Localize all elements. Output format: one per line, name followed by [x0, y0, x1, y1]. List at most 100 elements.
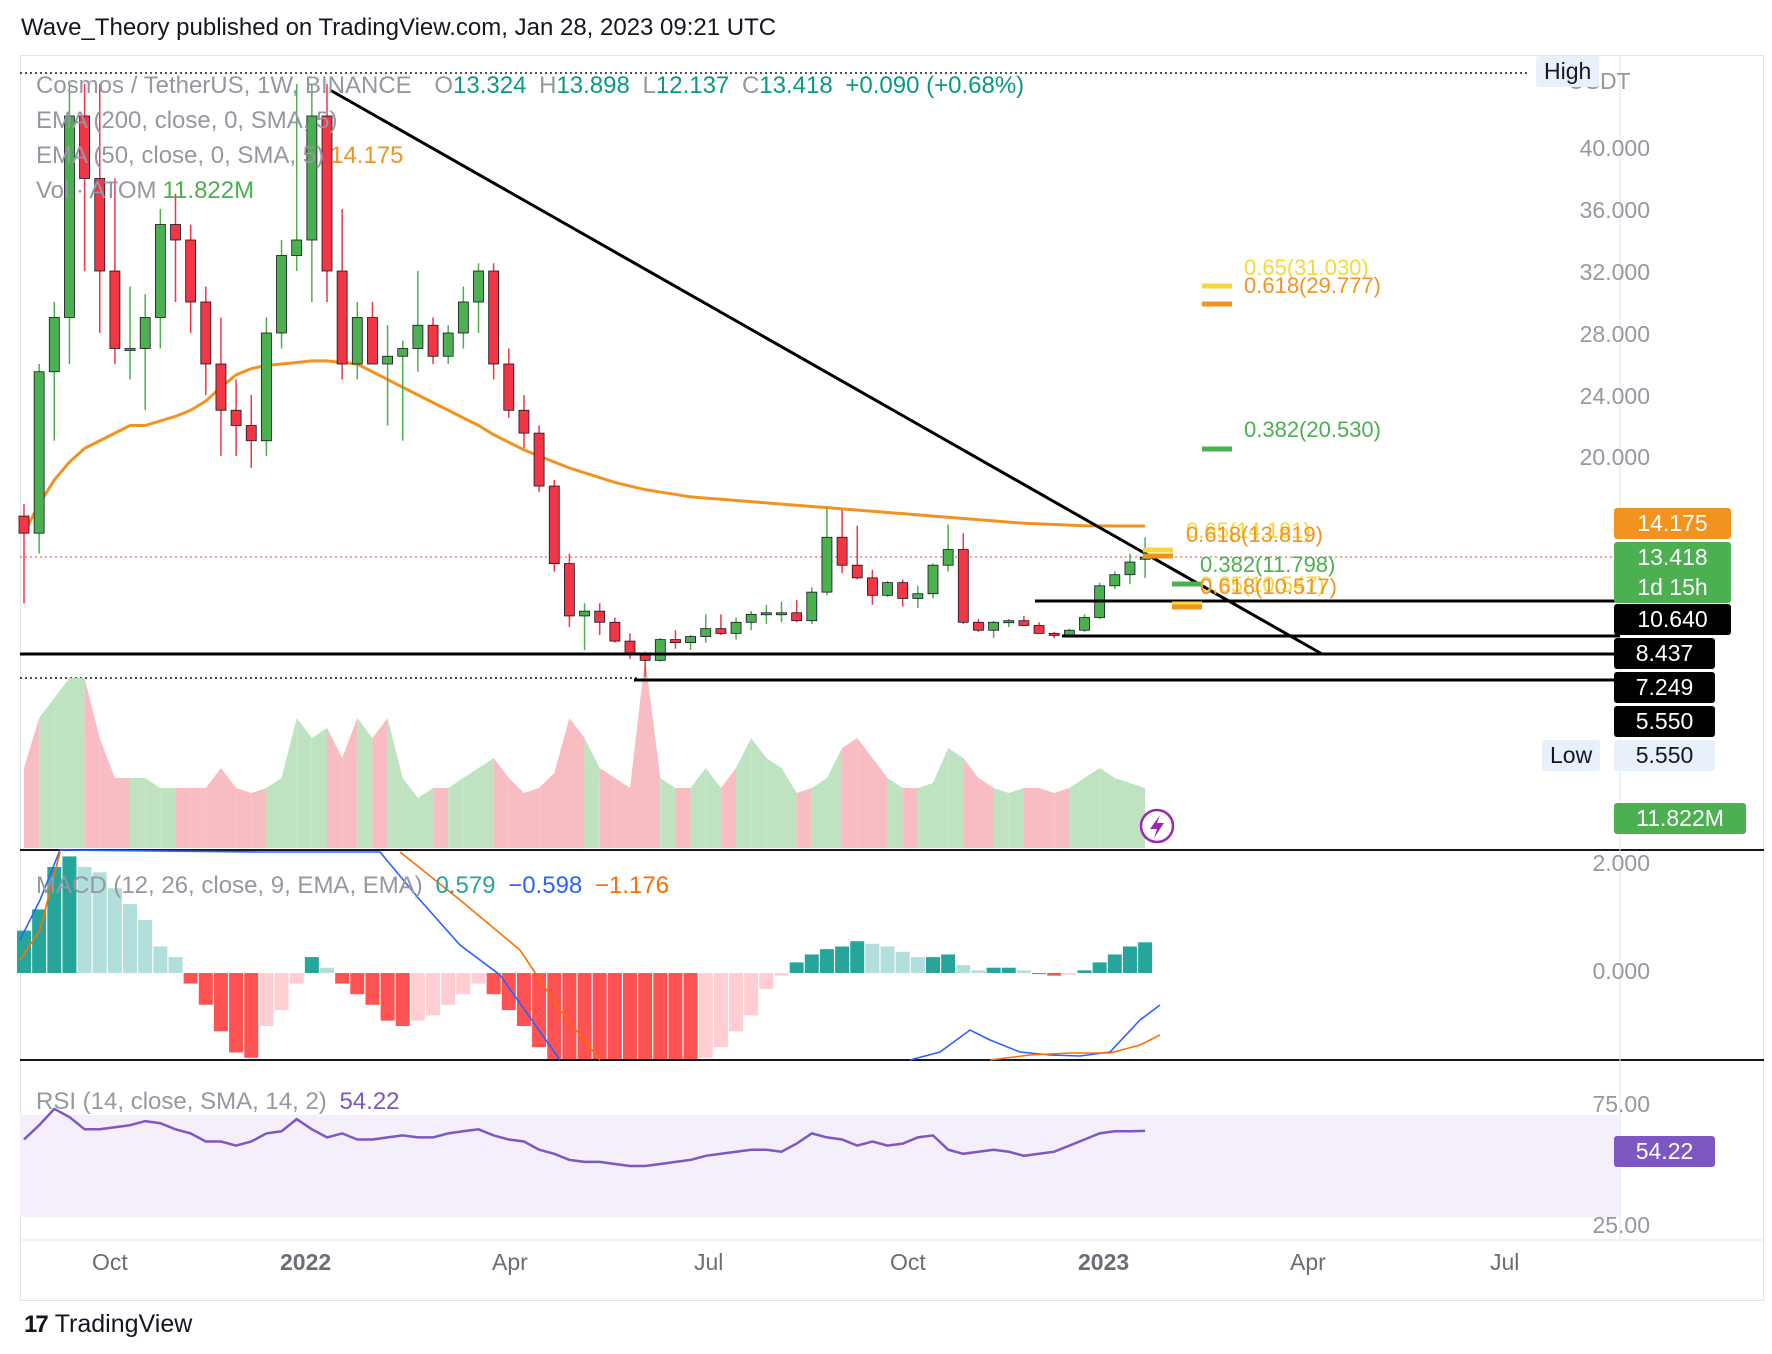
lightning-icon	[1150, 815, 1164, 838]
volume-area	[872, 758, 888, 848]
candle-body	[170, 224, 181, 241]
macd-histogram-bar	[198, 973, 213, 1005]
candle-body	[64, 115, 75, 318]
candle-body	[973, 621, 984, 631]
fib-label[interactable]: 0.618(13.819)	[1186, 522, 1323, 547]
candle-body	[791, 612, 803, 622]
fib-label[interactable]: 0.382(11.798)	[1200, 552, 1336, 577]
volume-legend[interactable]: Vol · ATOM 11.822M	[36, 177, 260, 205]
candle-body	[412, 324, 424, 349]
time-tick: Oct	[890, 1249, 926, 1275]
candle-body	[882, 582, 893, 596]
macd-histogram-bar	[941, 954, 956, 973]
candle-body	[897, 582, 909, 599]
volume-area	[887, 778, 903, 848]
volume-area	[39, 698, 55, 848]
volume-area	[342, 718, 358, 848]
macd-histogram-bar	[62, 856, 77, 973]
macd-legend[interactable]: MACD (12, 26, close, 9, EMA, EMA) 0.579 …	[36, 872, 675, 900]
time-tick: Jul	[694, 1249, 724, 1275]
candle-body	[457, 301, 469, 334]
candle-body	[94, 178, 106, 272]
macd-histogram-bar	[850, 941, 865, 973]
volume-area	[584, 738, 600, 848]
volume-area	[902, 788, 918, 848]
fib-label[interactable]: 0.618(29.777)	[1244, 273, 1381, 298]
candle-body	[564, 563, 575, 617]
macd-histogram-bar	[638, 973, 653, 1059]
signal-line	[989, 1034, 1161, 1061]
volume-area	[554, 718, 570, 848]
volume-area	[387, 718, 403, 848]
fib-label[interactable]: 0.65(10.547)	[1200, 572, 1325, 597]
price-tick: 20.000	[1579, 444, 1650, 470]
volume-area	[933, 748, 949, 848]
volume-area	[1008, 788, 1024, 848]
macd-histogram-bar	[350, 973, 365, 995]
macd-histogram-bar	[153, 946, 168, 973]
time-tick: Oct	[92, 1249, 128, 1275]
time-tick: 2022	[280, 1249, 332, 1275]
symbol-name[interactable]: Cosmos / TetherUS, 1W, BINANCE	[36, 72, 412, 99]
candle-body	[760, 612, 772, 616]
candle-body	[473, 270, 484, 303]
macd-histogram-bar	[1077, 970, 1092, 973]
fib-label[interactable]: 0.382(20.530)	[1244, 417, 1381, 442]
volume-area	[508, 778, 524, 848]
macd-histogram-bar	[92, 872, 107, 973]
footer-brand[interactable]: 17 TradingView	[24, 1310, 192, 1339]
volume-area	[917, 783, 933, 848]
ema50-price-tag: 14.175	[1614, 508, 1731, 539]
rsi-legend-value: 54.22	[339, 1088, 400, 1115]
volume-area	[993, 788, 1009, 848]
volume-area	[842, 738, 858, 848]
ema200-legend[interactable]: EMA (200, close, 0, SMA, 5)	[36, 107, 338, 134]
candle-body	[79, 115, 90, 179]
rsi-legend[interactable]: RSI (14, close, SMA, 14, 2) 54.22	[36, 1088, 406, 1116]
tradingview-logo-icon: 17	[24, 1310, 49, 1338]
macd-histogram-bar	[547, 973, 562, 1059]
volume-area	[826, 748, 843, 848]
candle-body	[1079, 617, 1090, 631]
macd-histogram-bar	[335, 973, 350, 984]
volume-area	[720, 768, 737, 848]
volume-area	[478, 758, 494, 848]
fib-label[interactable]: 0.65(31.030)	[1244, 255, 1369, 280]
macd-histogram-bar	[562, 973, 577, 1059]
candle-body	[48, 317, 60, 373]
volume-area	[766, 758, 782, 848]
candle-body	[351, 317, 363, 365]
rsi-line	[23, 1107, 1146, 1168]
fib-label[interactable]: 0.65(14.181)	[1186, 518, 1311, 543]
rsi-band	[20, 1115, 1620, 1217]
volume-area	[857, 738, 873, 848]
macd-histogram-bar	[668, 973, 683, 1059]
level-tag: 10.640	[1614, 604, 1731, 635]
candle-body	[851, 564, 863, 579]
volume-area	[660, 778, 676, 848]
ema50-legend[interactable]: EMA (50, close, 0, SMA, 5) 14.175	[36, 142, 410, 170]
candle-body	[745, 613, 757, 623]
volume-area	[1069, 778, 1085, 848]
volume-area	[205, 768, 221, 848]
macd-histogram-bar	[1107, 954, 1122, 973]
macd-histogram-bar	[47, 867, 62, 973]
open-value: 13.324	[453, 72, 527, 99]
candle-body	[33, 371, 45, 534]
candle-body	[503, 363, 515, 411]
ema50-value: 14.175	[330, 142, 404, 169]
candle-body	[124, 348, 136, 351]
volume-area	[978, 778, 994, 848]
level-tag: 8.437	[1614, 638, 1715, 669]
candle-body	[942, 549, 954, 566]
candle-body	[109, 270, 121, 349]
macd-histogram-bar	[259, 973, 274, 1026]
macd-histogram-bar	[426, 973, 441, 1016]
candle-body	[579, 610, 590, 617]
countdown-tag: 1d 15h	[1614, 572, 1731, 603]
macd-histogram-bar	[532, 973, 547, 1048]
fib-label[interactable]: 0.618(10.517)	[1200, 574, 1337, 599]
candle-body	[685, 636, 696, 644]
macd-histogram-bar	[926, 957, 940, 973]
